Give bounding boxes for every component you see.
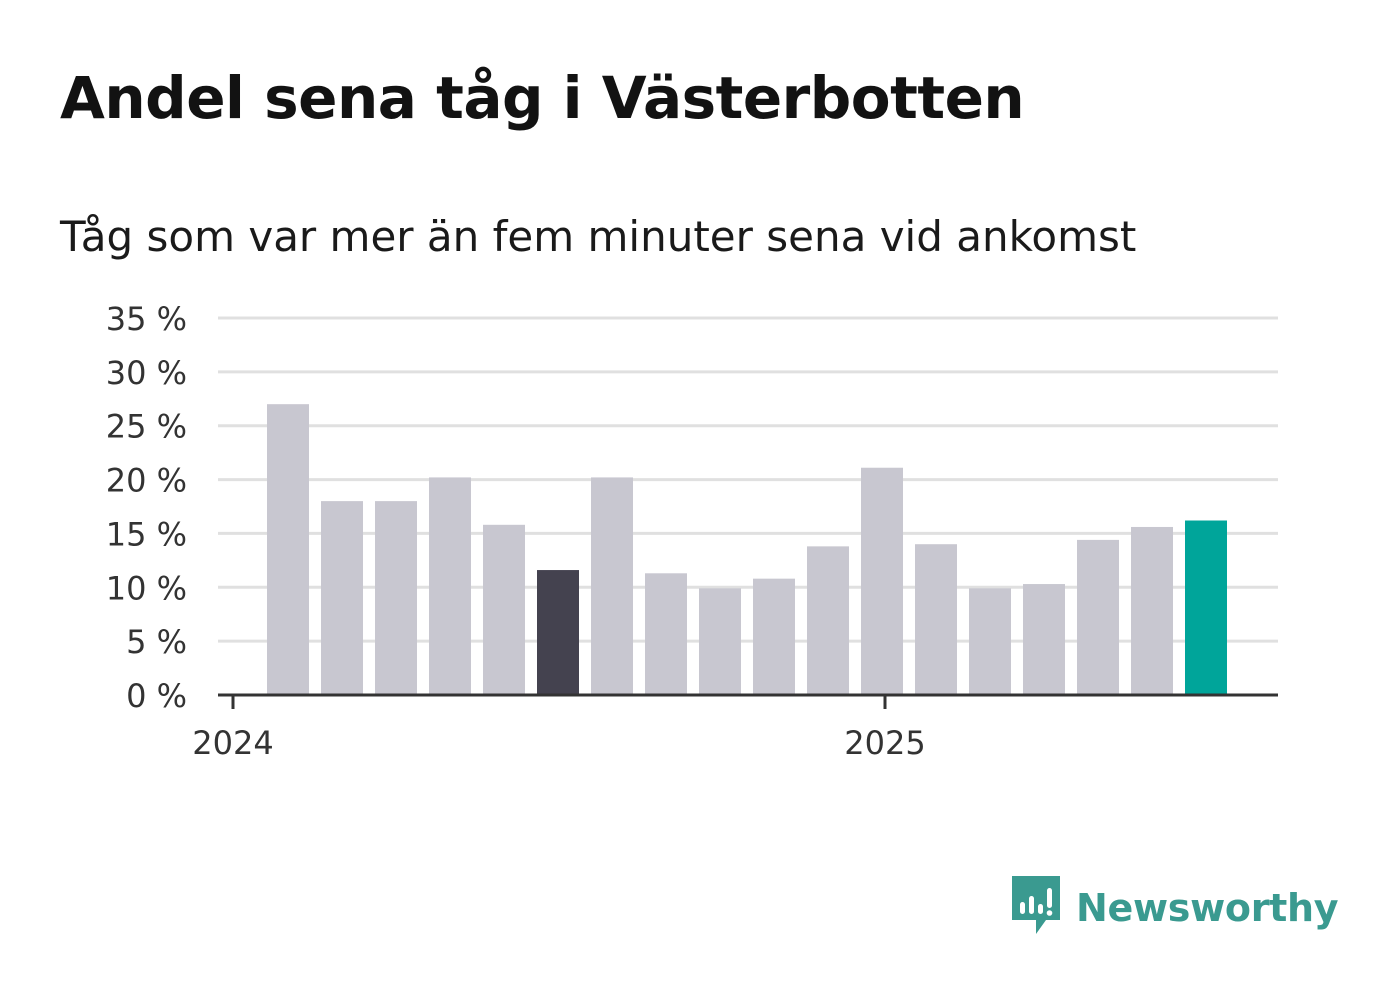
bar — [1077, 539, 1119, 695]
bar — [807, 546, 849, 695]
bar — [915, 544, 957, 695]
bar — [699, 588, 741, 695]
bar — [537, 570, 579, 695]
brand-name: Newsworthy — [1076, 886, 1339, 930]
bar — [483, 524, 525, 695]
y-tick-label: 25 % — [106, 408, 187, 446]
bar — [861, 467, 903, 695]
bar — [1131, 526, 1173, 695]
bar — [591, 477, 633, 695]
bar — [753, 578, 795, 695]
x-tick-label: 2025 — [844, 724, 925, 762]
bars — [267, 404, 1227, 695]
newsworthy-logo-icon — [1010, 874, 1062, 942]
y-tick-label: 10 % — [106, 569, 187, 607]
bar — [645, 573, 687, 695]
bar — [1023, 584, 1065, 695]
bar — [429, 477, 471, 695]
y-tick-label: 15 % — [106, 515, 187, 553]
y-axis-labels: 0 % 5 % 10 % 15 % 20 % 25 % 30 % 35 % — [106, 300, 187, 715]
x-tick-label: 2024 — [192, 724, 273, 762]
chart-title: Andel sena tåg i Västerbotten — [60, 64, 1025, 132]
brand-logo: Newsworthy — [1010, 874, 1339, 942]
bar — [267, 404, 309, 695]
y-tick-label: 20 % — [106, 462, 187, 500]
y-tick-label: 0 % — [126, 677, 187, 715]
y-tick-label: 5 % — [126, 623, 187, 661]
y-tick-label: 30 % — [106, 354, 187, 392]
x-axis: 2024 2025 — [192, 693, 1278, 762]
bar — [375, 501, 417, 695]
bar — [1185, 520, 1227, 695]
bar — [969, 588, 1011, 695]
chart-subtitle: Tåg som var mer än fem minuter sena vid … — [60, 212, 1137, 261]
y-tick-label: 35 % — [106, 300, 187, 338]
bar — [321, 501, 363, 695]
